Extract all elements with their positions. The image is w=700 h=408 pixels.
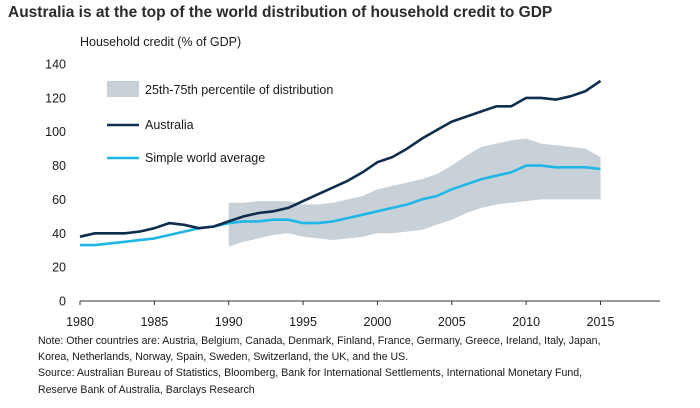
y-tick-label: 60 bbox=[52, 193, 66, 207]
y-tick-label: 100 bbox=[45, 125, 66, 139]
y-tick-label: 40 bbox=[52, 227, 66, 241]
legend: 25th-75th percentile of distribution Aus… bbox=[107, 81, 333, 165]
note-line-3: Source: Australian Bureau of Statistics,… bbox=[38, 367, 582, 379]
note-line-2: Korea, Netherlands, Norway, Spain, Swede… bbox=[38, 351, 408, 363]
y-axis-label: Household credit (% of GDP) bbox=[80, 35, 241, 49]
note-line-1: Note: Other countries are: Austria, Belg… bbox=[38, 335, 601, 347]
x-tick-label: 1990 bbox=[215, 315, 243, 329]
series-lines bbox=[79, 79, 602, 247]
legend-label-percentile: 25th-75th percentile of distribution bbox=[145, 83, 333, 97]
legend-label-australia: Australia bbox=[145, 118, 194, 132]
x-axis-ticks: 1980 1985 1990 1995 2000 2005 2010 2015 bbox=[66, 301, 614, 329]
x-tick-label: 1980 bbox=[66, 315, 94, 329]
x-tick-label: 2015 bbox=[587, 315, 615, 329]
x-tick-label: 2010 bbox=[512, 315, 540, 329]
chart-title: Australia is at the top of the world dis… bbox=[8, 4, 552, 21]
y-tick-label: 120 bbox=[45, 91, 66, 105]
x-tick-label: 2000 bbox=[364, 315, 392, 329]
x-tick-label: 1985 bbox=[140, 315, 168, 329]
x-tick-label: 2005 bbox=[438, 315, 466, 329]
y-tick-label: 80 bbox=[52, 159, 66, 173]
plot-area: 0 20 40 60 80 100 120 140 1980 1985 1990 1995 2000 2… bbox=[45, 58, 660, 329]
y-tick-label: 20 bbox=[52, 261, 66, 275]
y-tick-label: 0 bbox=[59, 295, 66, 309]
series-line-simple-world-average bbox=[80, 164, 601, 247]
note-line-4: Reserve Bank of Australia, Barclays Rese… bbox=[38, 384, 255, 396]
legend-swatch-percentile bbox=[107, 81, 139, 97]
y-axis-ticks: 0 20 40 60 80 100 120 140 bbox=[45, 58, 66, 309]
percentile-band bbox=[228, 138, 601, 247]
legend-label-world-average: Simple world average bbox=[145, 151, 265, 165]
y-tick-label: 140 bbox=[45, 58, 66, 72]
x-tick-label: 1995 bbox=[289, 315, 317, 329]
series-line-australia bbox=[79, 79, 602, 238]
